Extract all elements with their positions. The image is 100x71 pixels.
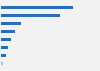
Bar — [1, 22, 21, 25]
Bar — [1, 30, 15, 33]
Bar — [1, 6, 73, 9]
Bar — [1, 14, 60, 17]
Bar — [1, 38, 11, 41]
Bar — [1, 46, 8, 49]
Bar — [1, 54, 6, 57]
Bar — [1, 62, 3, 65]
